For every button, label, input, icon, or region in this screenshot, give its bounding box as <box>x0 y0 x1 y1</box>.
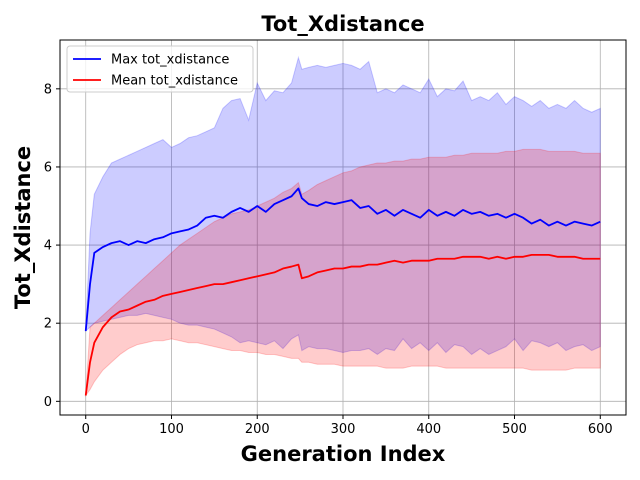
y-tick-label: 2 <box>44 317 52 332</box>
x-tick-label: 100 <box>159 422 184 437</box>
x-axis-ticks: 0 100 200 300 400 500 600 <box>82 415 613 437</box>
series-lines <box>84 187 601 396</box>
confidence-bands <box>85 55 601 398</box>
x-tick-label: 0 <box>82 422 90 437</box>
x-tick-label: 200 <box>245 422 270 437</box>
chart-title: Tot_Xdistance <box>261 12 424 36</box>
legend-label: Mean tot_xdistance <box>111 74 238 89</box>
x-tick-label: 400 <box>416 422 441 437</box>
x-tick-label: 300 <box>331 422 356 437</box>
x-tick-label: 500 <box>502 422 527 437</box>
y-tick-label: 6 <box>44 160 52 175</box>
y-axis-ticks: 0 2 4 6 8 <box>44 82 60 410</box>
legend: Max tot_xdistance Mean tot_xdistance <box>66 45 254 93</box>
y-tick-label: 4 <box>44 239 52 254</box>
y-tick-label: 8 <box>44 82 52 97</box>
legend-box <box>66 45 254 93</box>
y-tick-label: 0 <box>44 395 52 410</box>
series-1-line <box>84 253 601 396</box>
x-axis-label: Generation Index <box>241 442 446 466</box>
legend-label: Max tot_xdistance <box>111 53 229 68</box>
x-tick-label: 600 <box>588 422 613 437</box>
series-0-line <box>84 187 601 332</box>
series-0-band <box>85 55 601 356</box>
y-axis-label: Tot_Xdistance <box>11 146 35 309</box>
